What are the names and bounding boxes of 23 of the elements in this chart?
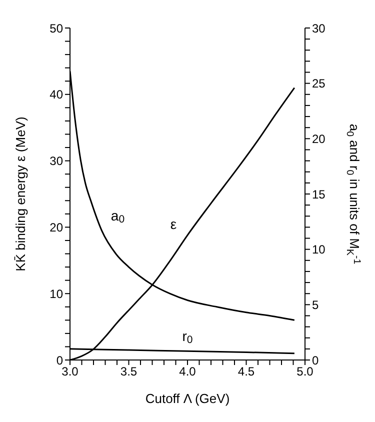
y-tick-label: 10 [50, 286, 64, 301]
y2-tick-label: 20 [312, 132, 326, 146]
y-tick-label: 0 [56, 353, 64, 368]
x-tick-label: 4.5 [238, 364, 255, 379]
y2-tick-label: 10 [312, 242, 326, 257]
y-tick-label: 40 [50, 88, 64, 102]
x-tick-label: 3.0 [62, 364, 79, 379]
x-tick-label: 4.0 [179, 364, 196, 379]
y2-tick-label: 15 [312, 187, 326, 202]
y-tick-label: 20 [50, 220, 64, 234]
x-axis-title: Cutoff Λ (GeV) [145, 391, 230, 406]
x-tick-label: 5.0 [296, 364, 314, 379]
series-label: ε [170, 216, 177, 232]
x-tick-label: 3.5 [120, 364, 138, 379]
y-tick-label: 30 [50, 154, 64, 168]
y2-tick-label: 5 [312, 298, 319, 312]
y-tick-label: 50 [50, 21, 64, 36]
y-axis-title: KK̄ binding energy ε (MeV) [13, 116, 28, 272]
series-label: a$_{0}$ [110, 207, 125, 226]
y2-tick-label: 30 [312, 21, 326, 36]
y2-tick-label: 25 [312, 76, 326, 91]
y2-tick-label: 0 [312, 353, 319, 368]
series-label: r$_{0}$ [182, 328, 193, 346]
